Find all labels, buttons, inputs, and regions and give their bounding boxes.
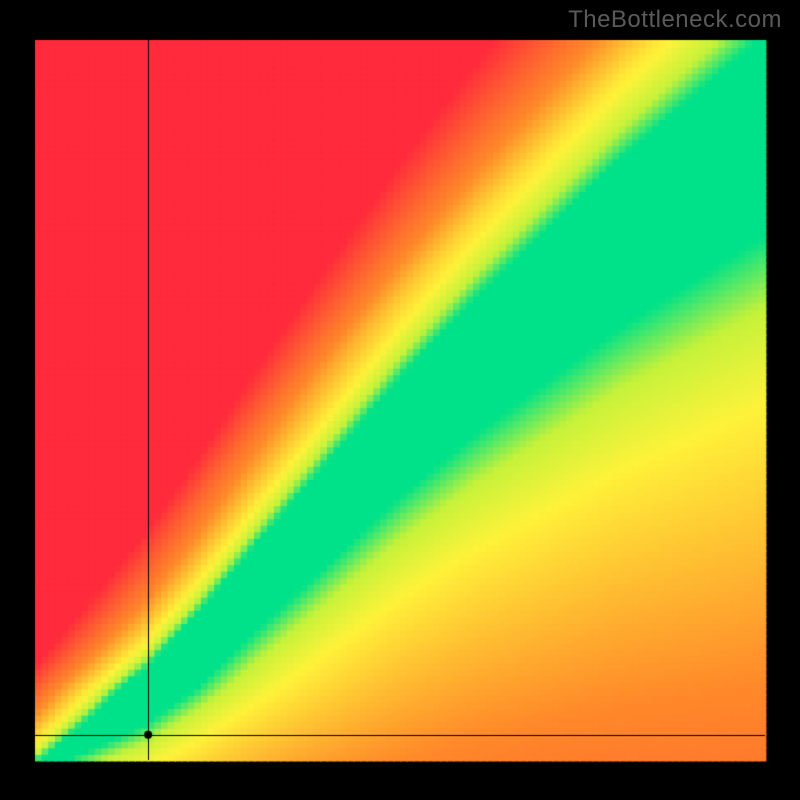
- heatmap-canvas: [0, 0, 800, 800]
- chart-container: TheBottleneck.com: [0, 0, 800, 800]
- watermark-label: TheBottleneck.com: [568, 6, 782, 34]
